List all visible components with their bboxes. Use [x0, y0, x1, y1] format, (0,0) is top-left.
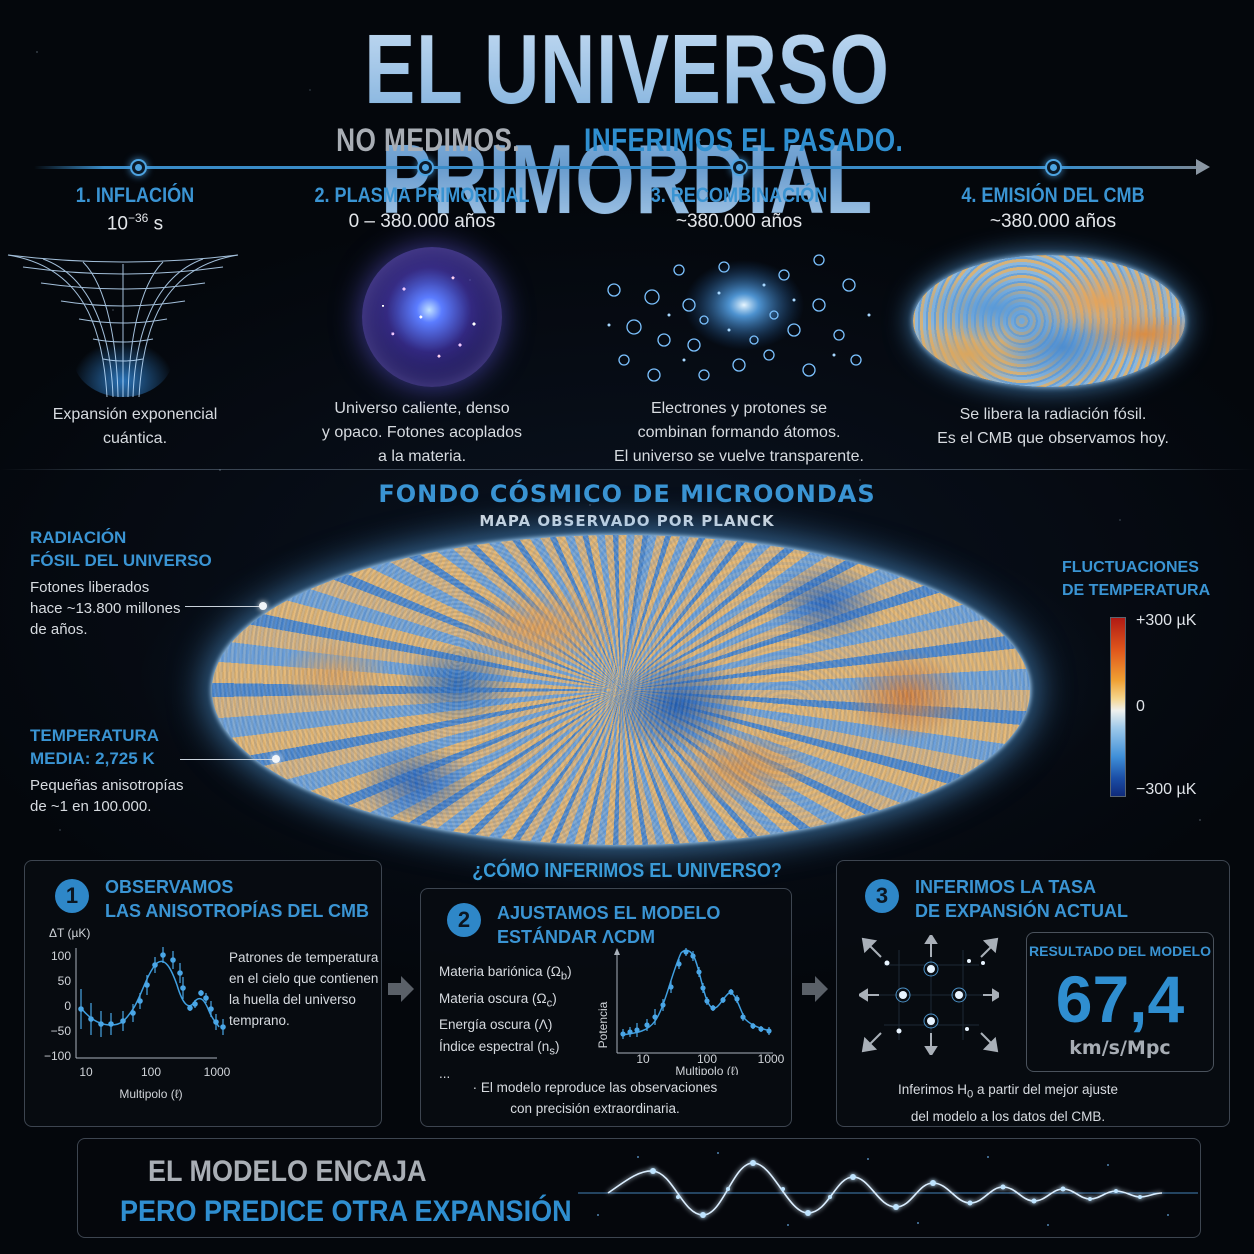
acoustic-wave-icon — [578, 1152, 1198, 1226]
conclusion-banner: EL MODELO ENCAJA PERO PREDICE OTRA EXPAN… — [77, 1138, 1201, 1238]
chart-ylabel: ΔT (µK) — [49, 926, 90, 940]
step-badge-1: 1 — [55, 879, 89, 913]
legend-title: FLUCTUACIONES DE TEMPERATURA — [1062, 559, 1211, 599]
stage-time: ~380.000 años — [675, 211, 803, 232]
svg-text:−100: −100 — [44, 1049, 71, 1063]
parameter-dark-energy: Energía oscura (Λ) — [439, 1017, 553, 1033]
inference-heading: ¿CÓMO INFERIMOS EL UNIVERSO? — [472, 860, 782, 882]
legend-max-label: +300 µK — [1136, 612, 1197, 629]
timeline-arrow-icon — [1196, 159, 1210, 175]
callout-mean-temperature: TEMPERATURA MEDIA: 2,725 K Pequeñas anis… — [30, 724, 220, 817]
stage-title: 2. PLASMA PRIMORDIAL — [314, 184, 530, 207]
parameter-baryonic-matter: Materia bariónica (Ωb) — [439, 964, 572, 983]
subtitle-part-2: INFERIMOS EL PASADO. — [584, 122, 904, 158]
svg-text:0: 0 — [64, 999, 71, 1013]
svg-text:100: 100 — [697, 1052, 717, 1066]
callout-pointer-dot — [259, 602, 267, 610]
step-badge-3: 3 — [865, 879, 899, 913]
svg-text:1000: 1000 — [204, 1065, 231, 1079]
callout-body: Pequeñas anisotropías de ~1 en 100.000. — [30, 777, 184, 815]
callout-pointer-dot — [272, 755, 280, 763]
stage-description: Universo caliente, denso y opaco. Fotone… — [321, 400, 523, 465]
panel-title: OBSERVAMOS LAS ANISOTROPÍAS DEL CMB — [105, 877, 370, 921]
chart-xlabel: Multipolo (ℓ) — [675, 1064, 738, 1075]
svg-text:−50: −50 — [51, 1024, 72, 1038]
hubble-constant-unit: km/s/Mpc — [1069, 1037, 1171, 1059]
hubble-constant-value: 67,4 — [1055, 962, 1185, 1036]
panel-title: INFERIMOS LA TASA DE EXPANSIÓN ACTUAL — [915, 877, 1129, 921]
timeline-axis — [34, 166, 1204, 169]
funnel-grid-icon — [0, 247, 285, 398]
page-title: EL UNIVERSO PRIMORDIAL — [138, 14, 1116, 234]
flow-arrow-icon — [388, 976, 414, 1002]
temperature-colorbar — [1110, 617, 1126, 797]
svg-text:50: 50 — [58, 974, 72, 988]
chart-xlabel: Multipolo (ℓ) — [119, 1087, 182, 1101]
stage-title: 4. EMISIÓN DEL CMB — [961, 184, 1145, 207]
cmb-section-subtitle: MAPA OBSERVADO POR PLANCK — [479, 512, 775, 530]
parameter-spectral-index: Índice espectral (ns) — [439, 1039, 560, 1059]
stage-inflation: 1. INFLACIÓN 10−36 s — [0, 184, 285, 451]
temperature-legend: FLUCTUACIONES DE TEMPERATURA +300 µK 0 −… — [1062, 556, 1242, 798]
model-result-box: RESULTADO DEL MODELO 67,4 km/s/Mpc — [1026, 932, 1214, 1072]
banner-line-1: EL MODELO ENCAJA — [148, 1155, 427, 1188]
svg-text:100: 100 — [51, 949, 71, 963]
callout-heading: RADIACIÓN FÓSIL DEL UNIVERSO — [30, 528, 212, 570]
timeline-marker-1 — [130, 159, 147, 176]
cmb-planck-map — [212, 535, 1030, 845]
stage-description: Se libera la radiación fósil. Es el CMB … — [937, 406, 1169, 447]
legend-mid-label: 0 — [1136, 698, 1145, 715]
panel-description: · El modelo reproduce las observaciones … — [472, 1080, 718, 1116]
legend-min-label: −300 µK — [1136, 781, 1197, 798]
parameter-more: ... — [439, 1066, 451, 1082]
chart-ylabel: Potencia — [596, 1001, 610, 1048]
stage-title: 1. INFLACIÓN — [75, 184, 195, 207]
panel-title: AJUSTAMOS EL MODELO ESTÁNDAR ΛCDM — [497, 903, 721, 947]
panel-description: Inferimos H0 a partir del mejor ajuste d… — [897, 1082, 1119, 1124]
banner-line-2: PERO PREDICE OTRA EXPANSIÓN — [120, 1195, 572, 1228]
stage-description: Electrones y protones se combinan forman… — [614, 400, 864, 465]
cmb-section-title: FONDO CÓSMICO DE MICROONDAS — [378, 480, 876, 508]
subtitle-part-1: NO MEDIMOS. — [335, 122, 520, 158]
stage-description: Expansión exponencial cuántica. — [52, 406, 218, 448]
anisotropy-chart: ΔT (µK) 100 50 0 −50 −100 10 100 1000 Multipo… — [44, 926, 231, 1101]
expansion-grid-icon — [859, 935, 999, 1055]
plasma-sphere-icon — [272, 245, 572, 395]
stage-recombination: 3. RECOMBINACIÓN ~380.000 años — [589, 184, 889, 469]
callout-leader-line — [185, 606, 263, 607]
step-badge-2: 2 — [447, 903, 481, 937]
power-spectrum-chart: Potencia 10 100 1000 Multipolo (ℓ) — [596, 948, 785, 1075]
stage-time: 10−36 s — [106, 211, 164, 235]
parameter-dark-matter: Materia oscura (Ωc) — [439, 990, 557, 1010]
cmb-map-icon — [903, 245, 1203, 395]
result-label: RESULTADO DEL MODELO — [1029, 943, 1211, 959]
timeline-marker-2 — [417, 159, 434, 176]
stage-title: 3. RECOMBINACIÓN — [650, 184, 828, 207]
flow-arrow-icon — [802, 976, 828, 1002]
stage-cmb-emission: 4. EMISIÓN DEL CMB ~380.000 años Se libe… — [903, 184, 1203, 451]
panel-observe: 1 OBSERVAMOS LAS ANISOTROPÍAS DEL CMB ΔT… — [24, 860, 382, 1127]
panel-infer-expansion: 3 INFERIMOS LA TASA DE EXPANSIÓN ACTUAL … — [836, 860, 1230, 1127]
model-parameters-list: Materia bariónica (Ωb) Materia oscura (Ω… — [439, 961, 572, 1085]
stage-time: 0 – 380.000 años — [348, 211, 496, 232]
callout-heading: TEMPERATURA MEDIA: 2,725 K — [30, 726, 160, 768]
page-subtitle: NO MEDIMOS. INFERIMOS EL PASADO. — [0, 122, 1254, 159]
svg-text:100: 100 — [141, 1065, 161, 1079]
stage-plasma: 2. PLASMA PRIMORDIAL 0 – 380.000 años Un… — [272, 184, 572, 469]
svg-text:1000: 1000 — [758, 1052, 785, 1066]
svg-text:10: 10 — [636, 1052, 650, 1066]
stage-time: ~380.000 años — [989, 211, 1117, 232]
panel-fit-model: 2 AJUSTAMOS EL MODELO ESTÁNDAR ΛCDM Mate… — [420, 888, 792, 1127]
section-divider — [0, 469, 1254, 470]
callout-leader-line — [180, 759, 276, 760]
callout-fossil-radiation: RADIACIÓN FÓSIL DEL UNIVERSO Fotones lib… — [30, 526, 220, 640]
panel-description: Patrones de temperatura en el cielo que … — [229, 950, 379, 1028]
atoms-bubbles-icon — [589, 245, 889, 395]
callout-body: Fotones liberados hace ~13.800 millones … — [30, 579, 181, 638]
timeline-marker-3 — [731, 159, 748, 176]
svg-text:10: 10 — [79, 1065, 93, 1079]
timeline-marker-4 — [1045, 159, 1062, 176]
